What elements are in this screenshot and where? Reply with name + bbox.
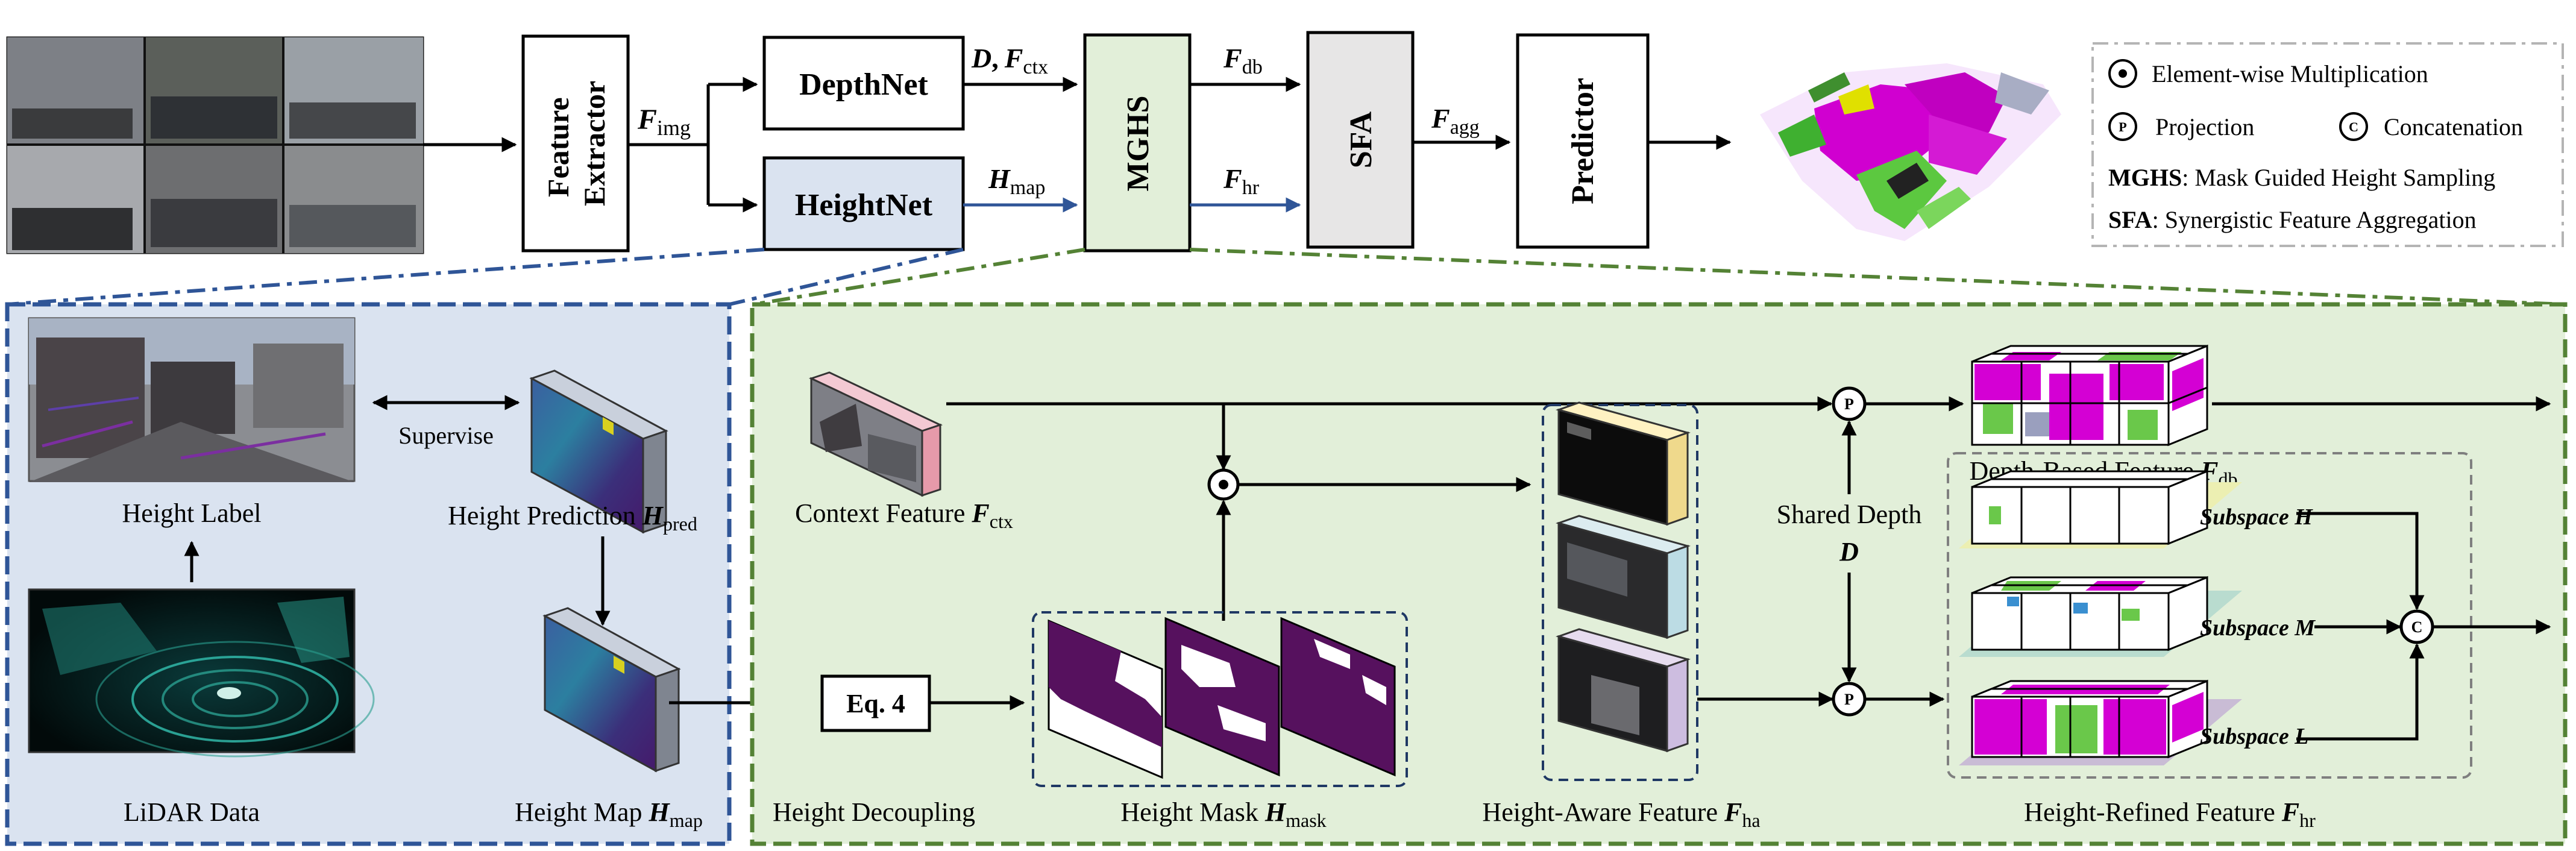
height-label-caption: Height Label — [122, 498, 262, 528]
d-fctx-label: D, Fctx — [971, 43, 1048, 78]
legend: Element-wise Multiplication P Projection… — [2091, 42, 2564, 247]
predictor-box — [1516, 33, 1650, 249]
height-mask-caption: Height Mask Hmask — [1120, 797, 1326, 831]
height-map-caption: Height Map Hmap — [515, 797, 703, 831]
predictor-label: Predictor — [1566, 78, 1600, 204]
height-mask-group — [1032, 611, 1408, 787]
f-hr-top-label: Fhr — [1223, 163, 1260, 199]
heightnet-label: HeightNet — [795, 188, 933, 222]
height-aware-feature-images — [1556, 401, 1691, 753]
legend-p-symbol: P — [2119, 119, 2126, 134]
height-map-image — [542, 607, 681, 773]
projection-icon — [2108, 112, 2137, 141]
height-prediction-map — [529, 369, 668, 534]
height-label-image — [28, 317, 356, 482]
subspace-m-voxel — [1971, 576, 2208, 652]
subspace-l-voxel — [1971, 679, 2208, 759]
projection-node-top-symbol: P — [1844, 395, 1854, 413]
height-aware-group — [1542, 404, 1698, 781]
legend-sfa-line: SFA: Synergistic Feature Aggregation — [2108, 206, 2477, 233]
occupancy-output — [1760, 63, 2061, 241]
legend-concatenation-text: Concatenation — [2384, 113, 2523, 140]
context-feature-caption: Context Feature Fctx — [795, 498, 1013, 532]
legend-elementwise-text: Element-wise Multiplication — [2152, 60, 2428, 87]
subspace-h-label: Subspace H — [2200, 504, 2313, 530]
height-prediction-caption: Height Prediction Hpred — [448, 501, 697, 535]
concatenation-node-symbol: C — [2411, 618, 2423, 636]
legend-projection-text: Projection — [2155, 113, 2254, 140]
mghs-label: MGHS — [1121, 96, 1155, 192]
height-aware-caption: Height-Aware Feature Fha — [1482, 797, 1760, 831]
shared-depth-symbol: D — [1839, 537, 1859, 567]
height-refined-group — [1947, 452, 2472, 779]
f-agg-label: Fagg — [1431, 103, 1480, 139]
height-refined-caption: Height-Refined Feature Fhr — [2024, 797, 2316, 831]
concatenation-icon — [2339, 112, 2368, 141]
depth-based-feature-voxel — [1971, 344, 2208, 447]
depthnet-label: DepthNet — [799, 68, 928, 102]
camera-images — [6, 36, 424, 254]
f-img-label: Fimg — [637, 104, 691, 140]
shared-depth-label: Shared Depth — [1777, 500, 1922, 529]
depthnet-box — [762, 36, 965, 131]
h-map-label: Hmap — [988, 163, 1045, 199]
f-db-top-label: Fdb — [1223, 43, 1263, 78]
feature-extractor-box — [521, 34, 630, 253]
eq4-box — [820, 674, 931, 732]
height-mask-images — [1048, 617, 1396, 779]
lidar-image — [28, 588, 375, 758]
heightnet-box — [762, 156, 965, 251]
sfa-box — [1306, 31, 1415, 249]
supervise-label: Supervise — [398, 422, 494, 449]
subspace-h-voxel — [1971, 469, 2208, 545]
height-decoupling-caption: Height Decoupling — [773, 797, 975, 827]
lidar-caption: LiDAR Data — [124, 797, 260, 827]
sfa-label: SFA — [1344, 111, 1378, 168]
legend-mghs-line: MGHS: Mask Guided Height Sampling — [2108, 164, 2495, 191]
legend-c-symbol: C — [2349, 119, 2358, 134]
projection-node-bottom-symbol: P — [1844, 691, 1854, 708]
subspace-m-label: Subspace M — [2200, 615, 2316, 641]
context-feature-image — [808, 371, 943, 497]
mghs-box — [1083, 33, 1192, 253]
subspace-l-label: Subspace L — [2200, 724, 2309, 749]
eq4-label: Eq. 4 — [846, 689, 905, 718]
feature-extractor-label: Feature Extractor — [541, 81, 611, 206]
